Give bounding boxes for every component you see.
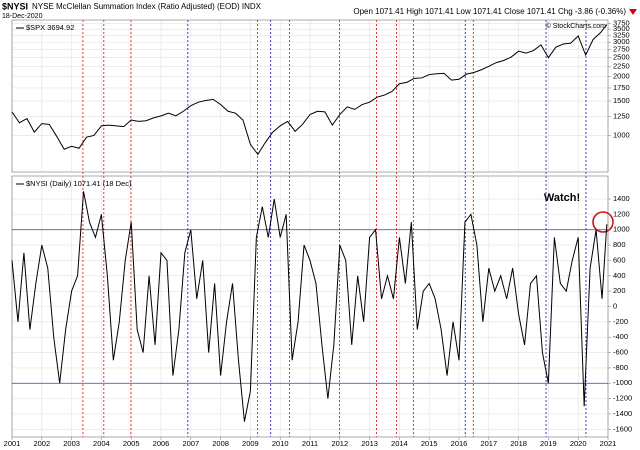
y-tick-label: 600 bbox=[613, 255, 626, 264]
y-tick-label: 400 bbox=[613, 271, 626, 280]
y-tick-label: -600 bbox=[613, 348, 628, 357]
y-tick-label: -800 bbox=[613, 363, 628, 372]
y-tick-label: 1500 bbox=[613, 96, 630, 105]
y-tick-label: 1000 bbox=[613, 225, 630, 234]
x-tick-label: 2015 bbox=[421, 439, 438, 448]
x-tick-label: 2003 bbox=[63, 439, 80, 448]
y-tick-label: 800 bbox=[613, 240, 626, 249]
credit: © StockCharts.com bbox=[546, 22, 607, 30]
y-tick-label: 3500 bbox=[613, 24, 630, 33]
y-tick-label: -200 bbox=[613, 317, 628, 326]
y-tick-label: -1400 bbox=[613, 409, 632, 418]
y-tick-label: 2250 bbox=[613, 62, 630, 71]
top-panel bbox=[11, 19, 609, 173]
y-tick-label: 1250 bbox=[613, 112, 630, 121]
date: 18-Dec-2020 bbox=[2, 13, 43, 20]
y-tick-label: 0 bbox=[613, 301, 617, 310]
y-tick-label: -400 bbox=[613, 332, 628, 341]
x-tick-label: 2014 bbox=[391, 439, 408, 448]
y-tick-label: 1000 bbox=[613, 130, 630, 139]
y-tick-label: 1750 bbox=[613, 83, 630, 92]
down-arrow bbox=[629, 9, 637, 15]
x-tick-label: 2004 bbox=[93, 439, 110, 448]
x-tick-label: 2001 bbox=[4, 439, 21, 448]
series-line bbox=[11, 24, 608, 156]
y-tick-label: 3750 bbox=[613, 18, 630, 27]
y-tick-label: 2750 bbox=[613, 45, 630, 54]
annotation: Watch! bbox=[544, 192, 580, 204]
x-tick-label: 2021 bbox=[600, 439, 617, 448]
x-tick-label: 2017 bbox=[480, 439, 497, 448]
x-tick-label: 2006 bbox=[153, 439, 170, 448]
symbol: $NYSI bbox=[2, 1, 28, 11]
x-tick-label: 2019 bbox=[540, 439, 557, 448]
index-name: NYSE McClellan Summation Index (Ratio Ad… bbox=[32, 2, 262, 11]
legend-label: $NYSI (Daily) 1071.41 (18 Dec) bbox=[26, 179, 132, 188]
x-tick-label: 2009 bbox=[242, 439, 259, 448]
series-line bbox=[11, 191, 608, 422]
annotation-circle bbox=[592, 211, 614, 233]
x-tick-label: 2020 bbox=[570, 439, 587, 448]
y-tick-label: 2000 bbox=[613, 72, 630, 81]
x-tick-label: 2010 bbox=[272, 439, 289, 448]
x-tick-label: 2011 bbox=[302, 439, 318, 448]
y-tick-label: 200 bbox=[613, 286, 626, 295]
y-tick-label: -1000 bbox=[613, 378, 632, 387]
y-tick-label: 2500 bbox=[613, 53, 630, 62]
y-tick-label: 1200 bbox=[613, 209, 630, 218]
x-tick-label: 2013 bbox=[361, 439, 378, 448]
legend-label: $SPX 3694.92 bbox=[26, 23, 74, 32]
x-tick-label: 2002 bbox=[33, 439, 50, 448]
y-tick-label: -1200 bbox=[613, 394, 632, 403]
x-tick-label: 2008 bbox=[212, 439, 229, 448]
x-tick-label: 2012 bbox=[331, 439, 348, 448]
quote: Open 1071.41 High 1071.41 Low 1071.41 Cl… bbox=[353, 7, 626, 16]
y-tick-label: -1600 bbox=[613, 424, 632, 433]
x-tick-label: 2018 bbox=[510, 439, 527, 448]
y-tick-label: 3000 bbox=[613, 37, 630, 46]
x-tick-label: 2005 bbox=[123, 439, 140, 448]
y-tick-label: 1400 bbox=[613, 194, 630, 203]
y-tick-label: 3250 bbox=[613, 30, 630, 39]
x-tick-label: 2016 bbox=[451, 439, 468, 448]
x-tick-label: 2007 bbox=[182, 439, 199, 448]
